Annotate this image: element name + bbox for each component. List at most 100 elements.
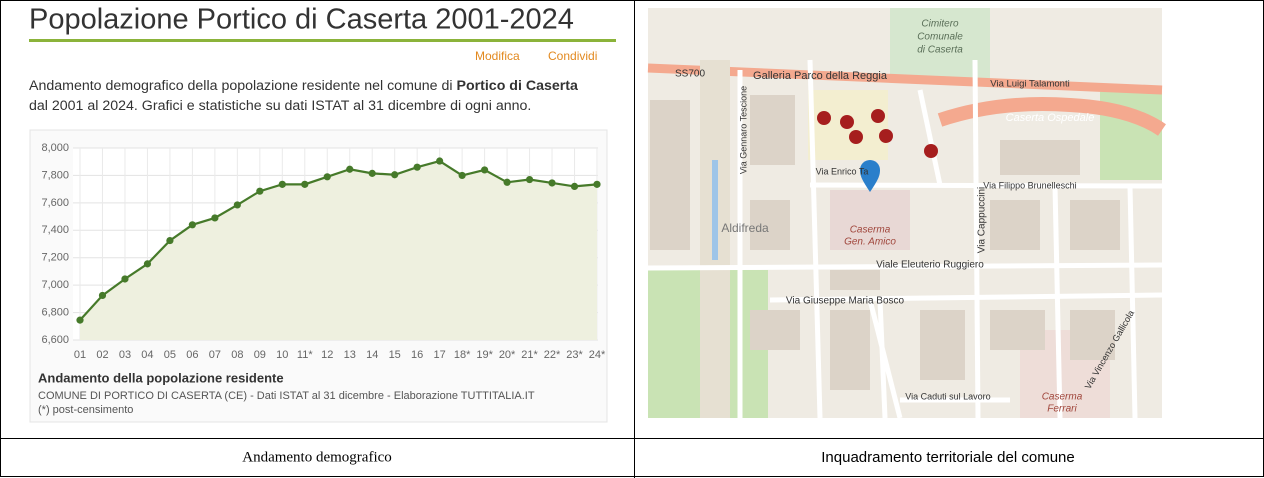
point xyxy=(391,171,399,179)
map-label: Via Giuseppe Maria Bosco xyxy=(786,296,905,307)
map-label: Via Gennaro Tescione xyxy=(738,86,748,174)
point xyxy=(323,173,331,181)
roads xyxy=(647,59,1163,419)
military-area xyxy=(830,190,910,250)
point xyxy=(76,316,84,324)
point xyxy=(188,221,196,229)
map-label: Comunale xyxy=(917,32,963,43)
caption: Andamento demografico xyxy=(242,449,392,465)
map-label: Caserma xyxy=(850,225,891,236)
x-tick-label: 08 xyxy=(231,349,243,361)
y-tick-label: 6,600 xyxy=(41,334,69,346)
description-text: Andamento demografico della popolazione … xyxy=(29,78,456,94)
point xyxy=(481,166,489,174)
y-tick-label: 6,800 xyxy=(41,306,69,318)
point xyxy=(570,182,579,190)
point xyxy=(525,175,534,184)
point xyxy=(436,157,444,165)
point xyxy=(368,169,376,177)
map-label: Via Cappuccini xyxy=(977,187,988,254)
point xyxy=(233,201,241,209)
point xyxy=(346,165,354,173)
x-tick-label: 15 xyxy=(389,349,401,361)
chart-source: COMUNE DI PORTICO DI CASERTA (CE) - Dati… xyxy=(38,390,535,402)
title-underline xyxy=(29,39,616,42)
map-label: Via Filippo Brunelleschi xyxy=(983,180,1076,190)
y-tick-label: 7,800 xyxy=(41,169,69,181)
point xyxy=(143,260,152,268)
x-tick-label: 20* xyxy=(499,349,516,361)
x-tick-label: 17 xyxy=(434,349,446,361)
x-tick-label: 07 xyxy=(209,349,221,361)
x-tick-label: 22* xyxy=(544,349,561,361)
map-label: Caserma xyxy=(1042,392,1083,403)
y-tick-label: 7,400 xyxy=(41,224,69,236)
description-line: dal 2001 al 2024. Grafici e statistiche … xyxy=(29,98,531,114)
y-tick-label: 8,000 xyxy=(41,142,69,154)
line xyxy=(79,159,598,321)
map-label: Aldifreda xyxy=(721,221,769,235)
caption: Inquadramento territoriale del comune xyxy=(821,449,1074,466)
x-tick-label: 13 xyxy=(344,349,356,361)
x-tick-label: 02 xyxy=(96,349,108,361)
location-pin xyxy=(860,160,880,192)
description-bold: Portico di Caserta xyxy=(456,78,578,94)
canal xyxy=(712,160,718,260)
x-tick-label: 19* xyxy=(476,349,493,361)
map-label: SS700 xyxy=(675,69,705,80)
x-tick-label: 03 xyxy=(119,349,131,361)
map-label: Galleria Parco della Reggia xyxy=(753,70,888,82)
y-tick-label: 7,200 xyxy=(41,252,69,264)
x-tick-label: 16 xyxy=(411,349,423,361)
point xyxy=(256,187,264,195)
x-tick-label: 09 xyxy=(254,349,266,361)
x-tick-label: 21* xyxy=(521,349,538,361)
map-label: Ferrari xyxy=(1047,404,1077,415)
point xyxy=(121,275,129,283)
map: SS700 Galleria Parco della Reggia Via Luig… xyxy=(647,8,1166,419)
share-link[interactable]: Condividi xyxy=(548,49,597,63)
x-tick-label: 04 xyxy=(141,349,153,361)
x-tick-label: 24* xyxy=(589,349,606,361)
point xyxy=(211,214,219,222)
point xyxy=(166,236,174,245)
map-label: Caserta Ospedale xyxy=(1006,112,1095,124)
x-tick-label: 10 xyxy=(276,349,288,361)
x-tick-label: 18* xyxy=(454,349,471,361)
x-tick-label: 12 xyxy=(321,349,333,361)
chart-note: (*) post-censimento xyxy=(38,404,133,416)
map-label: Viale Eleuterio Ruggiero xyxy=(876,260,984,271)
x-tick-label: 14 xyxy=(366,349,378,361)
area xyxy=(80,161,597,340)
point xyxy=(98,291,107,300)
x-tick-label: 23* xyxy=(566,349,583,361)
highway xyxy=(647,63,1163,95)
chart-title: Andamento della popolazione residente xyxy=(38,370,284,385)
y-tick-label: 7,600 xyxy=(41,197,69,209)
map-label: Via Enrico Ta xyxy=(816,166,869,176)
point xyxy=(548,179,556,187)
description-line: Andamento demografico della popolazione … xyxy=(29,78,578,94)
map-label: Cimitero xyxy=(921,19,959,30)
x-tick-label: 01 xyxy=(74,349,86,361)
map-label: Gen. Amico xyxy=(844,237,896,248)
buildings xyxy=(650,95,1120,390)
point xyxy=(593,180,601,188)
x-tick-label: 06 xyxy=(186,349,198,361)
point xyxy=(413,163,421,171)
edit-link[interactable]: Modifica xyxy=(475,49,520,63)
map-label: Via Caduti sul Lavoro xyxy=(905,391,990,401)
map-label: Via Luigi Talamonti xyxy=(990,79,1069,90)
x-tick-label: 11* xyxy=(297,349,313,361)
x-tick-label: 05 xyxy=(164,349,176,361)
point xyxy=(458,171,466,180)
point xyxy=(503,178,511,186)
point xyxy=(278,180,286,188)
map-label: di Caserta xyxy=(917,45,963,56)
y-tick-label: 7,000 xyxy=(41,279,69,291)
page-title: Popolazione Portico di Caserta 2001-2024 xyxy=(29,4,574,36)
hospital-icons xyxy=(817,109,938,158)
point xyxy=(301,180,309,188)
